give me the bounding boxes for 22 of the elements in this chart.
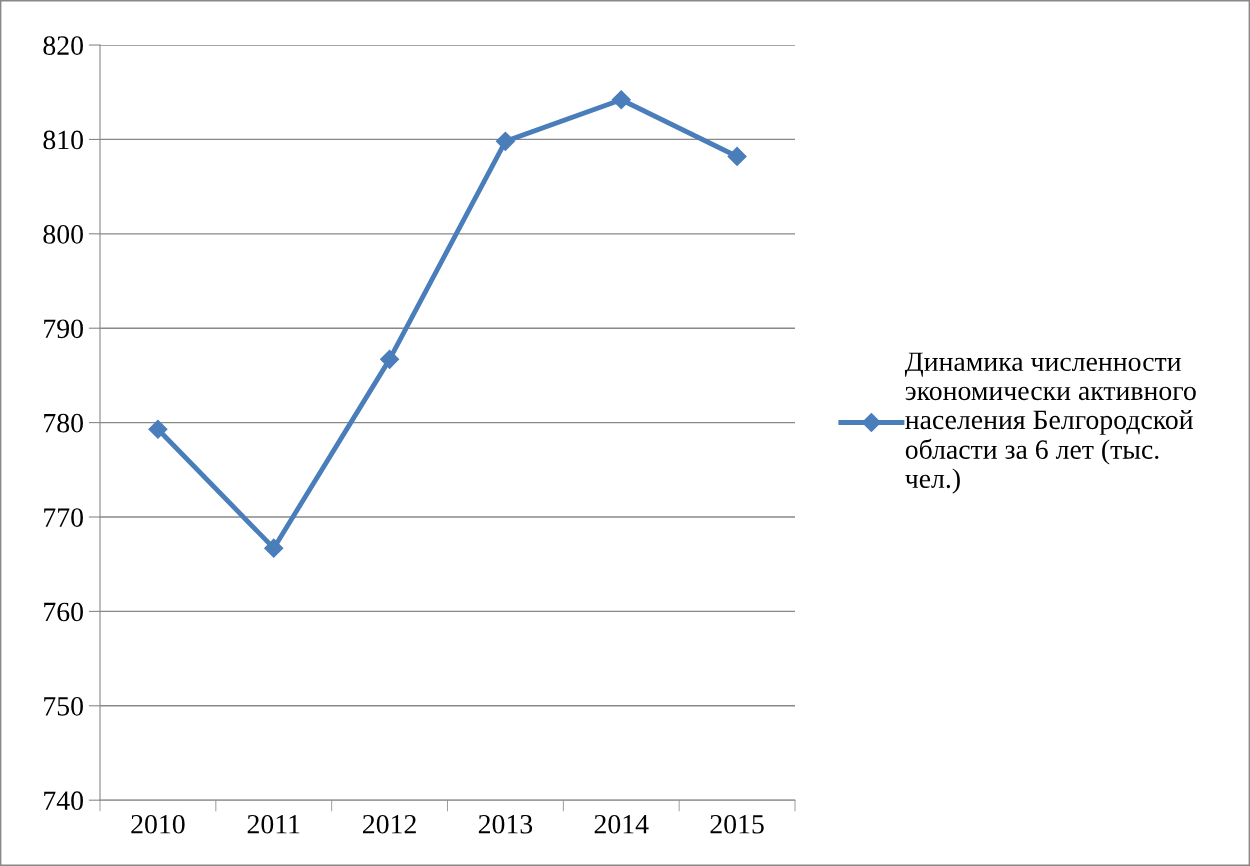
y-tick-label: 770 <box>44 508 83 527</box>
y-tick-label: 780 <box>44 413 83 433</box>
point <box>380 349 400 369</box>
point <box>495 131 515 151</box>
y-tick-label: 810 <box>43 130 83 150</box>
point <box>611 90 631 110</box>
y-tick-label: 800 <box>43 224 83 244</box>
x-tick-label: 2010 <box>131 814 185 834</box>
x-tick-label: 2013 <box>478 814 533 834</box>
point <box>148 419 168 439</box>
point <box>727 146 747 166</box>
x-tick-label: 2012 <box>363 814 416 834</box>
legend-label: Динамика численности экономически активного населения Белгородской области за 6 лет (тыс. чел.) <box>904 352 1196 494</box>
x-tick-label: 2014 <box>594 814 649 834</box>
y-tick-label: 790 <box>44 319 83 339</box>
y-tick-label: 750 <box>44 696 83 716</box>
point <box>264 538 284 558</box>
x-tick-label: 2011 <box>247 814 300 834</box>
x-tick-label: 2015 <box>710 814 764 834</box>
y-tick-label: 760 <box>44 602 83 622</box>
y-tick-label: 740 <box>44 791 83 811</box>
y-tick-label: 820 <box>43 36 83 55</box>
